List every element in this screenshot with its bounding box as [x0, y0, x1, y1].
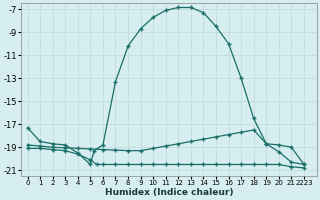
X-axis label: Humidex (Indice chaleur): Humidex (Indice chaleur) [105, 188, 233, 197]
